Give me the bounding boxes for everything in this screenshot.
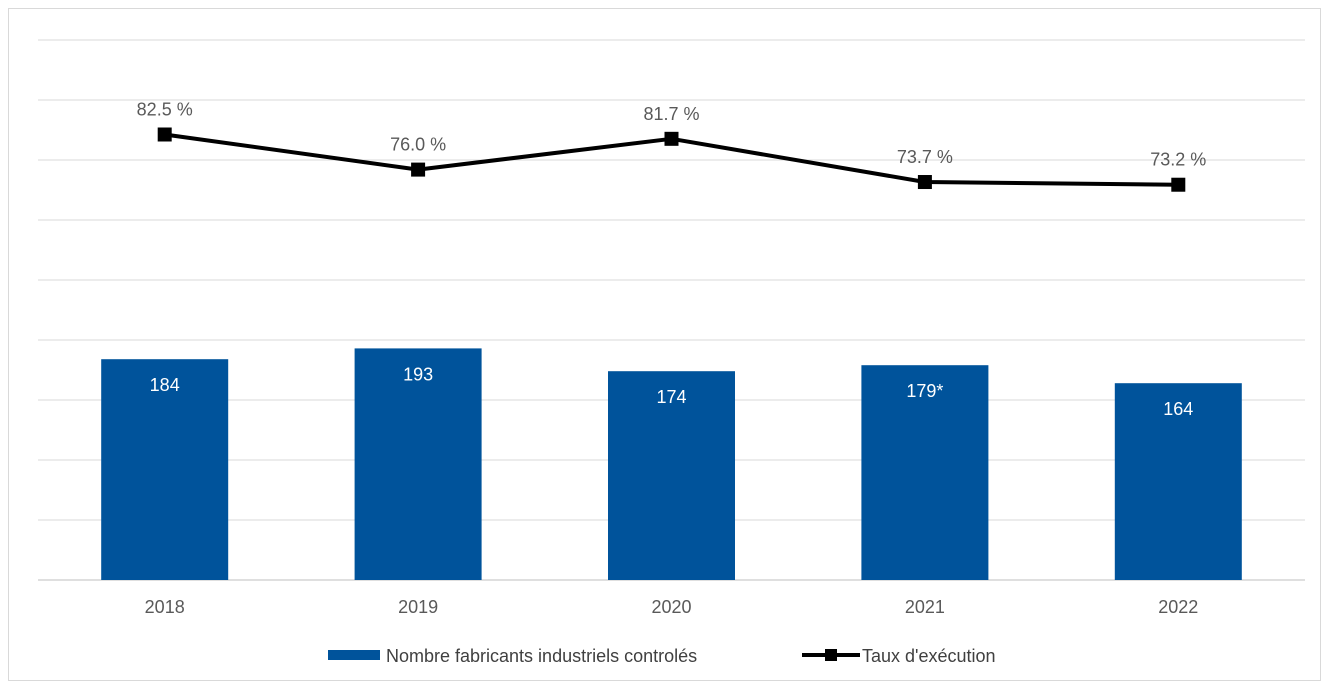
- x-tick-label: 2021: [905, 597, 945, 617]
- bar-data-label: 174: [656, 387, 686, 407]
- bar-data-label: 193: [403, 364, 433, 384]
- bar-data-label: 164: [1163, 399, 1193, 419]
- x-tick-label: 2019: [398, 597, 438, 617]
- legend-bar-swatch: [328, 650, 380, 660]
- legend-line-marker: [825, 649, 837, 661]
- legend-bar-label: Nombre fabricants industriels controlés: [386, 646, 697, 666]
- legend: Nombre fabricants industriels controlés …: [328, 646, 996, 666]
- bar: [101, 359, 229, 580]
- line-data-label: 81.7 %: [643, 104, 699, 124]
- line-marker: [664, 131, 679, 146]
- line-marker: [917, 175, 932, 190]
- line-marker: [157, 127, 172, 142]
- bar-data-label: 179*: [906, 381, 943, 401]
- legend-line-label: Taux d'exécution: [862, 646, 996, 666]
- bar: [1114, 383, 1242, 580]
- x-tick-label: 2022: [1158, 597, 1198, 617]
- bar: [861, 365, 989, 580]
- line-data-label: 73.7 %: [897, 147, 953, 167]
- line-series: 82.5 % 76.0 % 81.7 % 73.7 % 73.2 %: [137, 100, 1206, 192]
- line-marker: [411, 162, 426, 177]
- line-data-label: 76.0 %: [390, 135, 446, 155]
- x-axis-ticks: 2018 2019 2020 2021 2022: [145, 597, 1199, 617]
- line-data-label: 73.2 %: [1150, 150, 1206, 170]
- line-marker: [1171, 177, 1186, 192]
- x-tick-label: 2020: [651, 597, 691, 617]
- bar-data-label: 184: [150, 375, 180, 395]
- x-tick-label: 2018: [145, 597, 185, 617]
- bar: [354, 348, 482, 580]
- bar: [608, 371, 735, 580]
- bar-series: 184 193 174 179* 164: [101, 348, 1242, 580]
- line-data-label: 82.5 %: [137, 100, 193, 120]
